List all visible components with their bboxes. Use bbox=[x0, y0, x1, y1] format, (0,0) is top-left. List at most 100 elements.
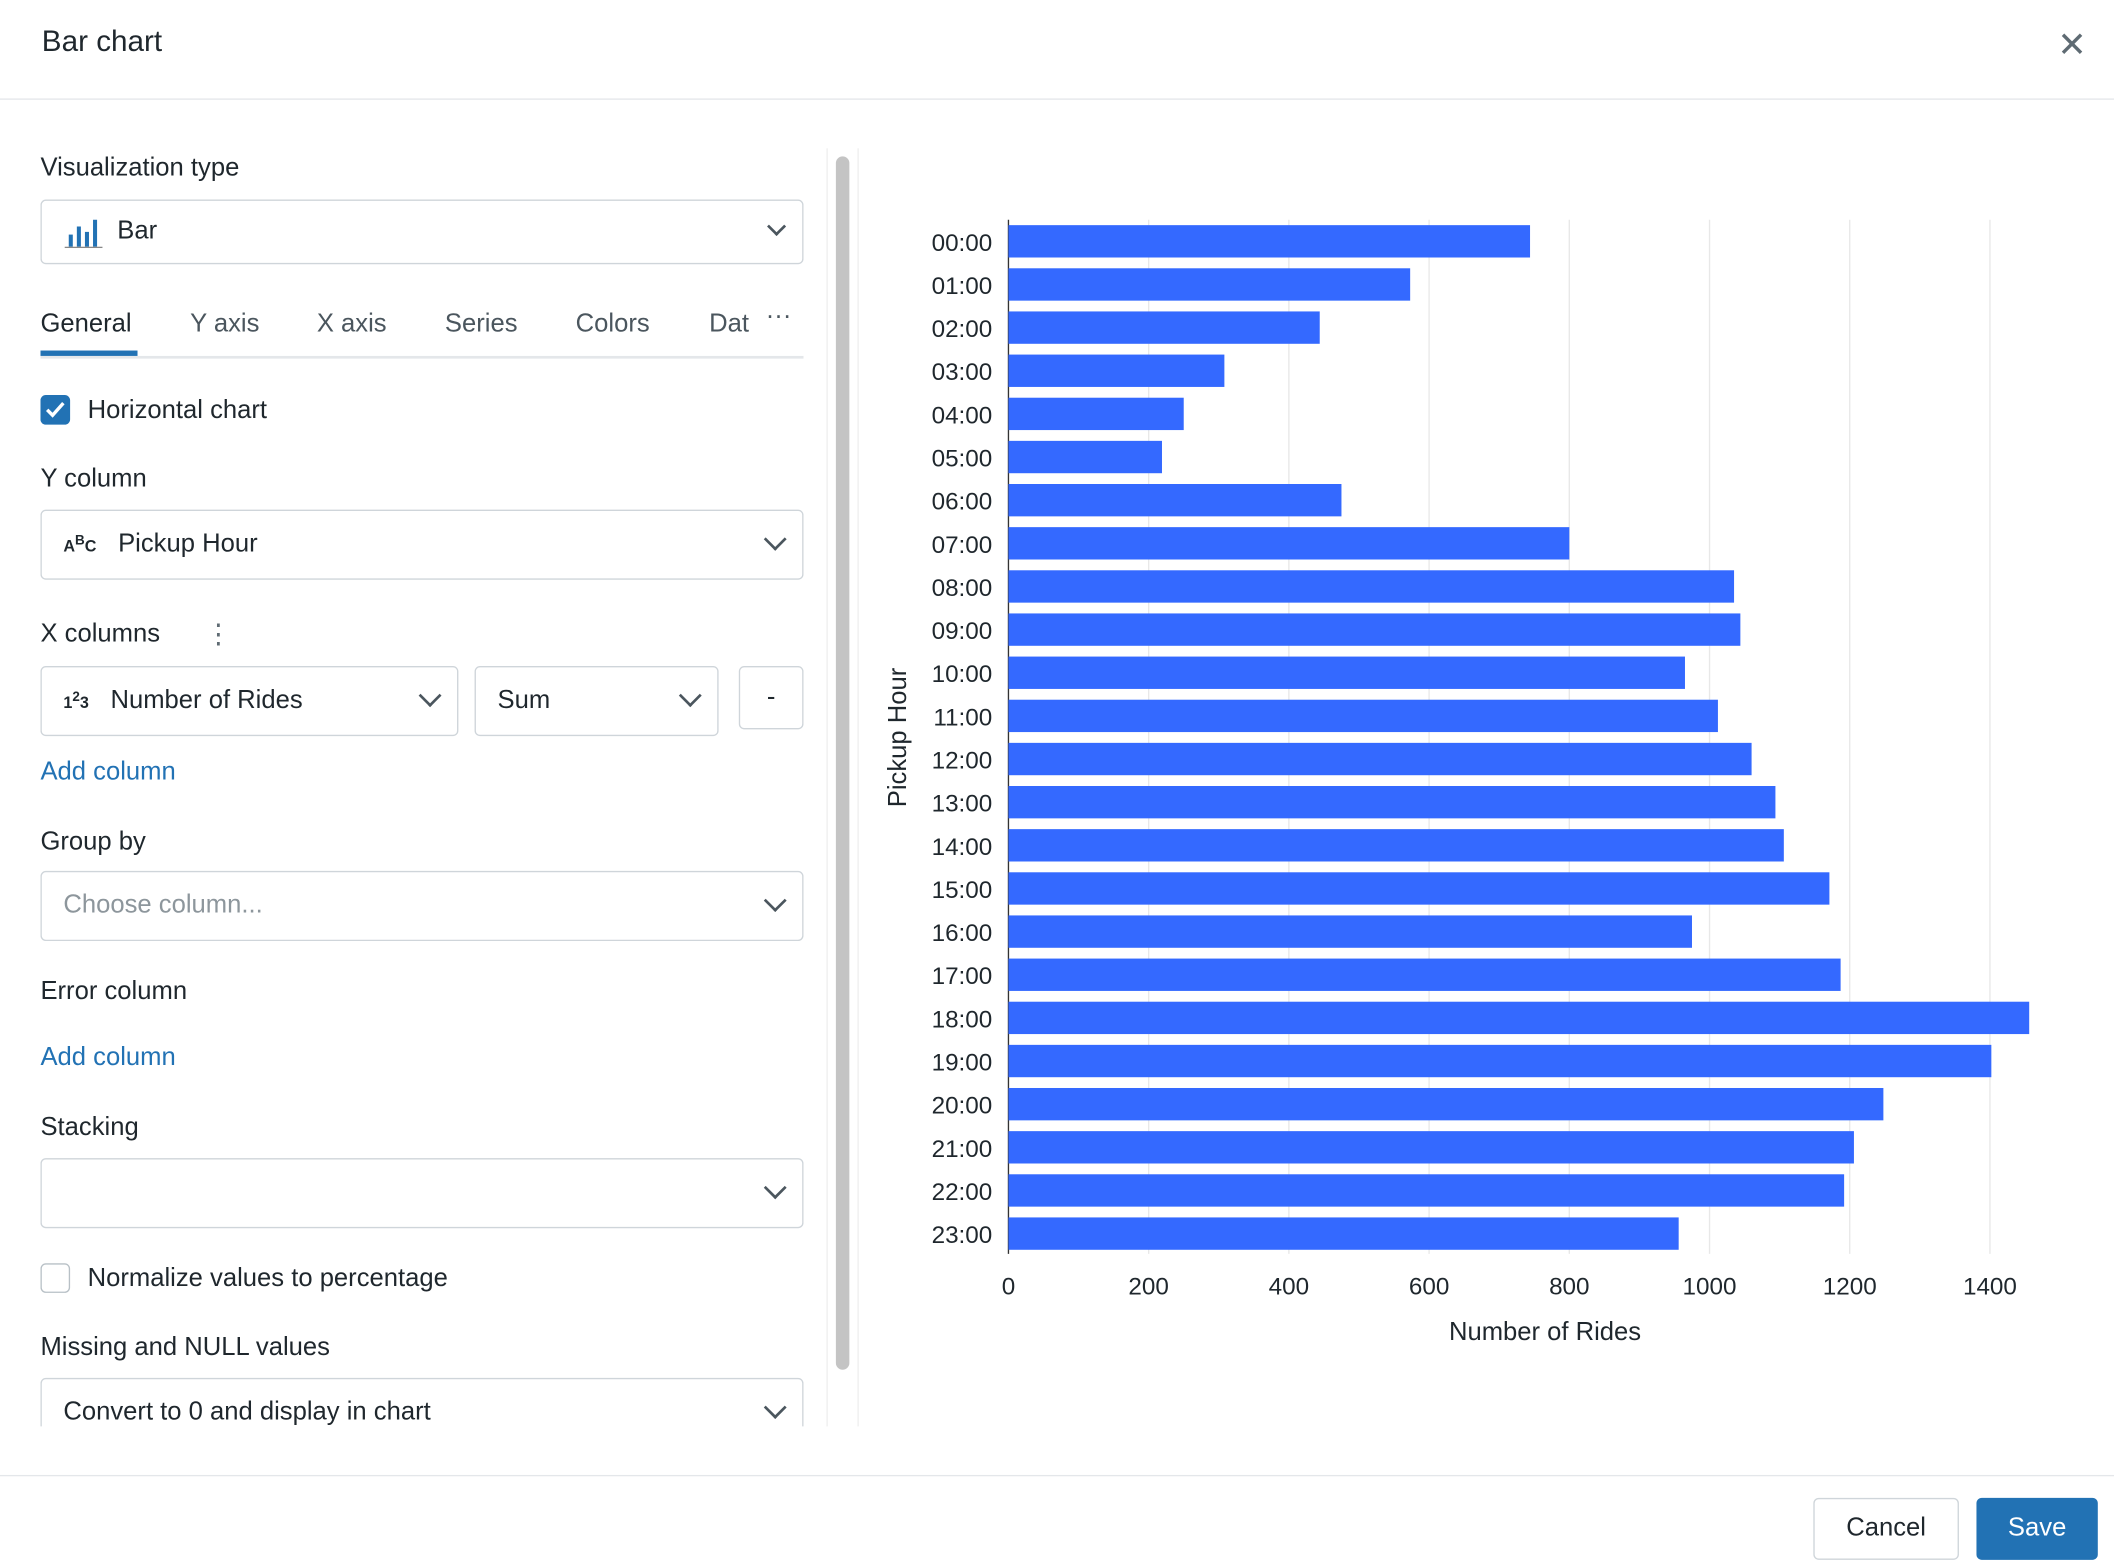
number-type-icon: 123 bbox=[63, 690, 89, 712]
y-tick-label: 01:00 bbox=[932, 273, 993, 300]
group-by-placeholder: Choose column... bbox=[63, 891, 263, 920]
y-tick-label: 07:00 bbox=[932, 532, 993, 559]
y-tick-label: 06:00 bbox=[932, 489, 993, 516]
bar bbox=[1008, 872, 1830, 905]
bar bbox=[1008, 440, 1162, 474]
scrollbar-thumb[interactable] bbox=[835, 156, 850, 1370]
bar bbox=[1008, 613, 1741, 646]
y-column-value: Pickup Hour bbox=[118, 529, 258, 559]
group-by-select[interactable]: Choose column... bbox=[40, 870, 804, 942]
bar bbox=[1008, 656, 1685, 689]
horizontal-chart-checkbox[interactable] bbox=[40, 395, 71, 425]
bar bbox=[1008, 484, 1342, 517]
x-tick-label: 1200 bbox=[1823, 1273, 1877, 1300]
active-tab-indicator bbox=[40, 350, 138, 356]
x-tick-label: 0 bbox=[1002, 1273, 1016, 1300]
bar bbox=[1008, 1131, 1854, 1164]
tab-general[interactable]: General bbox=[40, 310, 132, 339]
panel-scrollbar[interactable] bbox=[826, 148, 859, 1427]
close-icon[interactable]: ✕ bbox=[2057, 24, 2087, 65]
bar bbox=[1008, 1217, 1679, 1250]
settings-panel: Visualization type Bar General Y axis X … bbox=[40, 100, 804, 1427]
stacking-select[interactable] bbox=[40, 1158, 804, 1229]
horizontal-chart-label: Horizontal chart bbox=[87, 396, 268, 425]
checkmark-icon bbox=[45, 401, 65, 418]
bar bbox=[1008, 268, 1411, 301]
y-tick-label: 03:00 bbox=[932, 359, 993, 386]
x-columns-label: X columns bbox=[40, 620, 161, 649]
missing-values-label: Missing and NULL values bbox=[40, 1333, 330, 1362]
bar bbox=[1008, 1001, 2030, 1035]
x-tick-label: 1400 bbox=[1963, 1273, 2017, 1300]
y-tick-label: 22:00 bbox=[932, 1179, 993, 1206]
missing-values-select[interactable]: Convert to 0 and display in chart bbox=[40, 1377, 804, 1427]
y-column-select[interactable]: ABC Pickup Hour bbox=[40, 509, 804, 580]
error-column-label: Error column bbox=[40, 977, 188, 1006]
bar bbox=[1008, 1044, 1992, 1078]
aggregation-select[interactable]: Sum bbox=[474, 666, 719, 737]
y-tick-label: 12:00 bbox=[932, 747, 993, 774]
tab-series[interactable]: Series bbox=[444, 310, 518, 339]
tab-y-axis[interactable]: Y axis bbox=[190, 310, 260, 339]
bar bbox=[1008, 1087, 1884, 1121]
x-axis-title: Number of Rides bbox=[1449, 1318, 1641, 1346]
x-tick-label: 1000 bbox=[1683, 1273, 1737, 1300]
y-tick-label: 02:00 bbox=[932, 316, 993, 343]
y-tick-label: 21:00 bbox=[932, 1136, 993, 1163]
bar bbox=[1008, 786, 1776, 819]
tab-bar: General Y axis X axis Series Colors Dat … bbox=[40, 301, 804, 359]
bar bbox=[1008, 311, 1320, 344]
remove-column-button[interactable]: - bbox=[738, 666, 804, 730]
bar-chart: 00:00 01:00 02:00 03:00 04:00 05:00 06:00 07:00… bbox=[884, 219, 2030, 1346]
tab-data[interactable]: Dat bbox=[709, 310, 750, 339]
cancel-button[interactable]: Cancel bbox=[1813, 1497, 1959, 1560]
bar-chart-icon bbox=[64, 219, 103, 249]
bar bbox=[1008, 958, 1841, 991]
y-tick-label: 09:00 bbox=[932, 618, 993, 645]
viz-type-value: Bar bbox=[117, 217, 158, 246]
y-tick-label: 17:00 bbox=[932, 963, 993, 990]
bar bbox=[1008, 225, 1531, 258]
bar bbox=[1008, 915, 1692, 948]
missing-values-value: Convert to 0 and display in chart bbox=[63, 1398, 431, 1427]
y-tick-label: 19:00 bbox=[932, 1049, 993, 1076]
y-tick-label: 05:00 bbox=[932, 445, 993, 472]
y-tick-label: 23:00 bbox=[932, 1222, 993, 1249]
save-button[interactable]: Save bbox=[1976, 1497, 2098, 1560]
add-column-link[interactable]: Add column bbox=[40, 757, 176, 787]
y-tick-label: 10:00 bbox=[932, 661, 993, 688]
y-tick-label: 00:00 bbox=[932, 230, 993, 257]
bar bbox=[1008, 397, 1184, 431]
y-tick-label: 18:00 bbox=[932, 1006, 993, 1033]
x-column-select[interactable]: 123 Number of Rides bbox=[40, 666, 459, 737]
y-tick-label: 20:00 bbox=[932, 1093, 993, 1120]
bar bbox=[1008, 742, 1752, 776]
tab-x-axis[interactable]: X axis bbox=[316, 310, 387, 339]
bar bbox=[1008, 699, 1718, 733]
y-tick-label: 04:00 bbox=[932, 402, 993, 429]
x-column-value: Number of Rides bbox=[110, 686, 303, 715]
stacking-label: Stacking bbox=[40, 1113, 139, 1142]
group-by-label: Group by bbox=[40, 827, 146, 857]
y-tick-label: 15:00 bbox=[932, 877, 993, 904]
normalize-label: Normalize values to percentage bbox=[87, 1264, 448, 1293]
x-tick-label: 400 bbox=[1269, 1273, 1309, 1300]
x-tick-label: 200 bbox=[1128, 1273, 1168, 1300]
x-tick-label: 600 bbox=[1409, 1273, 1449, 1300]
dialog-title: Bar chart bbox=[41, 24, 163, 58]
normalize-checkbox[interactable] bbox=[40, 1263, 71, 1293]
dialog-footer: Cancel Save bbox=[0, 1474, 2114, 1566]
y-tick-label: 11:00 bbox=[933, 704, 992, 731]
bar bbox=[1008, 1174, 1845, 1207]
viz-type-select[interactable]: Bar bbox=[40, 199, 804, 265]
tab-colors[interactable]: Colors bbox=[575, 310, 650, 339]
bar bbox=[1008, 570, 1735, 603]
y-tick-label: 08:00 bbox=[932, 575, 993, 602]
kebab-menu-icon[interactable]: ⋮ bbox=[204, 620, 232, 650]
y-tick-label: 16:00 bbox=[932, 920, 993, 947]
add-error-column-link[interactable]: Add column bbox=[40, 1043, 176, 1072]
y-axis-title: Pickup Hour bbox=[884, 667, 912, 807]
more-tabs-icon[interactable]: ··· bbox=[765, 301, 792, 331]
bar bbox=[1008, 527, 1570, 560]
viz-type-label: Visualization type bbox=[40, 153, 240, 183]
